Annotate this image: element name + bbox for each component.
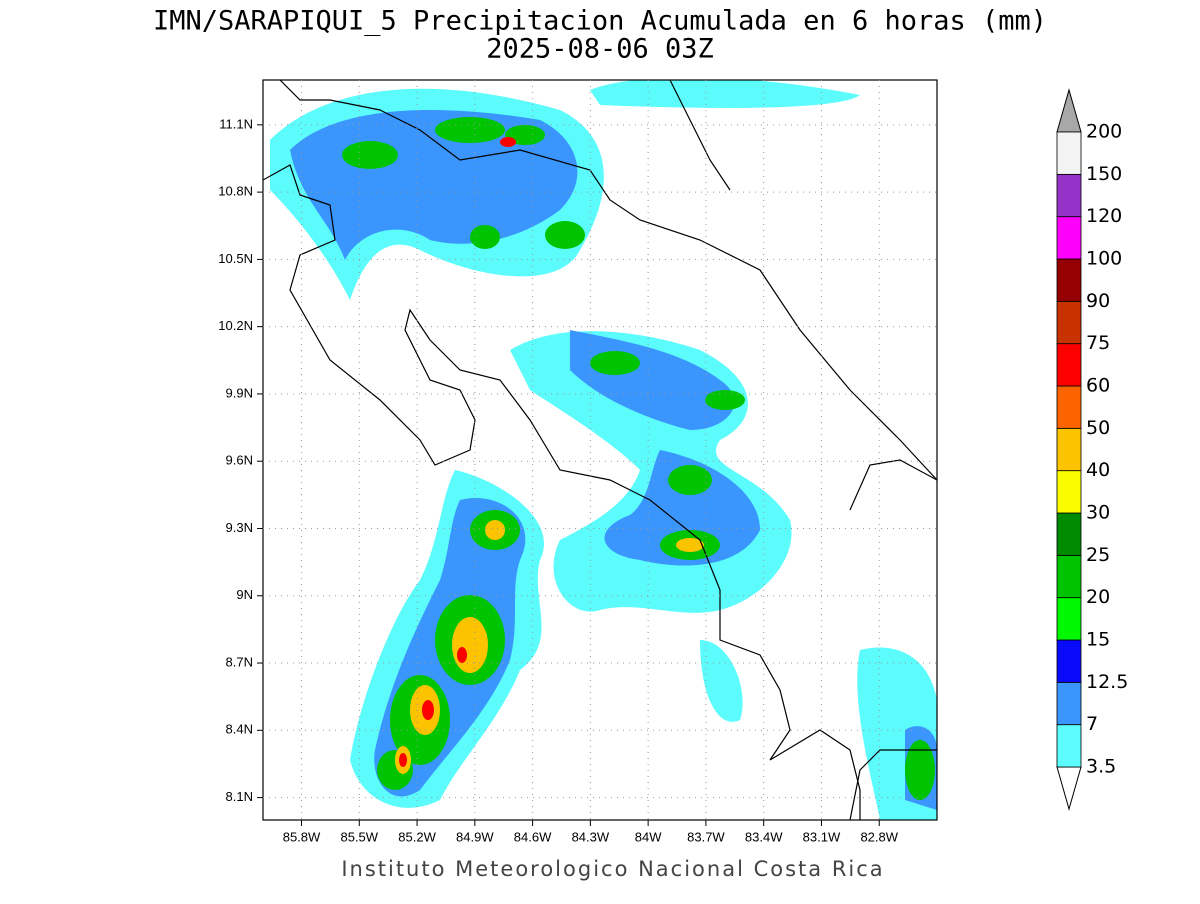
y-tick-label: 9.6N bbox=[226, 453, 253, 468]
x-tick-label: 84.6W bbox=[514, 829, 552, 844]
colorbar-label: 100 bbox=[1086, 248, 1122, 270]
colorbar-label: 50 bbox=[1086, 417, 1110, 439]
y-tick-label: 11.1N bbox=[219, 116, 253, 131]
y-tick-label: 10.2N bbox=[218, 318, 253, 333]
colorbar-box bbox=[1056, 470, 1082, 514]
colorbar-label: 25 bbox=[1086, 544, 1110, 566]
subtitle: 2025-08-06 03Z bbox=[486, 34, 714, 65]
colorbar: 3.5 7 12.5 15 20 25 30 40 50 60 75 90 100 120 150 200 bbox=[1056, 88, 1128, 811]
title: IMN/SARAPIQUI_5 Precipitacion Acumulada … bbox=[153, 6, 1047, 37]
precipitation-field bbox=[270, 80, 937, 820]
colorbar-label: 60 bbox=[1086, 375, 1110, 397]
colorbar-box bbox=[1056, 597, 1082, 641]
colorbar-box bbox=[1056, 554, 1082, 599]
colorbar-box bbox=[1056, 639, 1082, 683]
x-tick-label: 84.3W bbox=[572, 829, 610, 844]
y-tick-label: 8.1N bbox=[226, 789, 253, 804]
x-tick-label: 85.8W bbox=[283, 829, 321, 844]
colorbar-box bbox=[1056, 385, 1082, 429]
colorbar-box bbox=[1056, 427, 1082, 472]
rain-blue bbox=[290, 110, 937, 810]
y-tick-label: 9N bbox=[236, 587, 253, 602]
colorbar-label: 30 bbox=[1086, 502, 1110, 524]
colorbar-box bbox=[1056, 681, 1082, 726]
axes: 85.8W 85.5W 85.2W 84.9W 84.6W 84.3W 84W 83.7W 83… bbox=[218, 80, 937, 844]
y-tick-label: 9.3N bbox=[226, 520, 253, 535]
colorbar-label: 200 bbox=[1086, 121, 1122, 143]
colorbar-label: 150 bbox=[1086, 163, 1122, 185]
rain-green bbox=[342, 117, 935, 800]
colorbar-box bbox=[1056, 216, 1082, 260]
colorbar-label: 90 bbox=[1086, 290, 1110, 312]
x-tick-label: 85.2W bbox=[398, 829, 436, 844]
y-tick-label: 8.7N bbox=[226, 654, 253, 669]
x-tick-label: 83.7W bbox=[687, 829, 725, 844]
y-tick-label: 8.4N bbox=[226, 722, 253, 737]
colorbar-label: 40 bbox=[1086, 459, 1110, 481]
footer: Instituto Meteorologico Nacional Costa R… bbox=[341, 857, 884, 881]
x-tick-label: 82.8W bbox=[860, 829, 898, 844]
y-tick-label: 10.5N bbox=[218, 251, 253, 266]
colorbar-box bbox=[1056, 131, 1082, 175]
colorbar-box bbox=[1056, 173, 1082, 218]
colorbar-box bbox=[1056, 258, 1082, 302]
colorbar-label: 7 bbox=[1086, 713, 1098, 735]
colorbar-box bbox=[1056, 724, 1082, 768]
colorbar-label: 120 bbox=[1086, 205, 1122, 227]
colorbar-label: 75 bbox=[1086, 332, 1110, 354]
colorbar-under bbox=[1056, 766, 1082, 811]
coastlines bbox=[263, 80, 937, 820]
colorbar-box bbox=[1056, 512, 1082, 556]
x-tick-label: 83.4W bbox=[745, 829, 783, 844]
x-tick-label: 84W bbox=[635, 829, 662, 844]
x-tick-label: 83.1W bbox=[803, 829, 841, 844]
rain-red bbox=[399, 137, 516, 767]
colorbar-label: 20 bbox=[1086, 586, 1110, 608]
colorbar-box bbox=[1056, 300, 1082, 345]
x-tick-label: 84.9W bbox=[456, 829, 494, 844]
colorbar-over bbox=[1056, 88, 1082, 133]
x-tick-label: 85.5W bbox=[340, 829, 378, 844]
colorbar-label: 3.5 bbox=[1086, 756, 1116, 778]
map-frame bbox=[262, 79, 938, 821]
colorbar-label: 12.5 bbox=[1086, 671, 1128, 693]
colorbar-box bbox=[1056, 343, 1082, 387]
y-tick-label: 9.9N bbox=[226, 385, 253, 400]
colorbar-label: 15 bbox=[1086, 629, 1110, 651]
y-tick-label: 10.8N bbox=[218, 184, 253, 199]
